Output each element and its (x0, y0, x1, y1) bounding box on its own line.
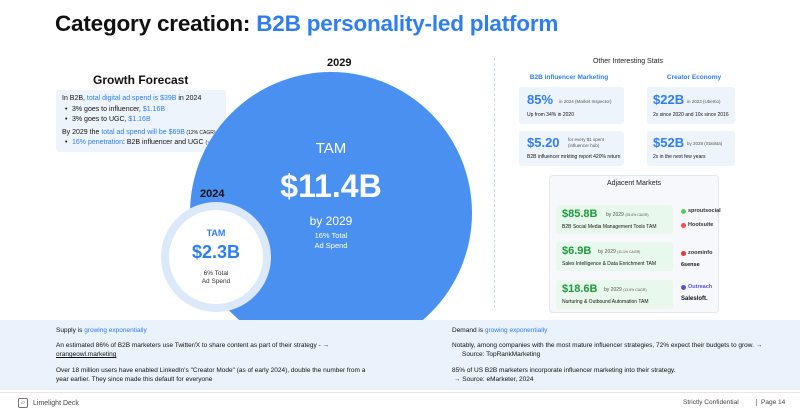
tam-2029-label: TAM (315, 140, 347, 157)
forecast-line-2024: In B2B, total digital ad spend is $39B i… (62, 95, 202, 102)
tam-2029-sub1: 16% Total (314, 231, 348, 240)
6sense-logo: 6sense (681, 262, 700, 268)
growth-forecast-heading: Growth Forecast (93, 73, 189, 87)
influencer-marketing-heading: B2B influencer Marketing (529, 74, 609, 81)
demand-heading: Demand is growing exponentially (452, 327, 548, 334)
growth-forecast-box: In B2B, total digital ad spend is $39B i… (56, 90, 226, 152)
tam-2024-circle (161, 202, 271, 312)
zoominfo-logo: zoominfo (681, 250, 712, 256)
footer-divider (0, 392, 800, 393)
forecast-line-2029: By 2029 the total ad spend will be $69B … (62, 128, 216, 136)
outreach-logo: Outreach (681, 284, 712, 290)
supply-point-2: Over 18 million users have enabled Linke… (56, 367, 366, 383)
market-card: $18.6B by 2029 (13.6% CAGR) Nurturing & … (556, 280, 673, 309)
market-desc: B2B Social Media Management Tools TAM (562, 224, 657, 230)
market-desc: Nurturing & Outbound Automation TAM (562, 299, 649, 305)
demand-point-1: Notably, among companies with the most m… (452, 342, 763, 358)
forecast-bullet-influencer: 3% goes to influencer, $1.16B (62, 105, 220, 116)
brand-name: Limelight Deck (33, 399, 79, 407)
footer-brand: ▱ Limelight Deck (18, 398, 79, 408)
market-by: by 2029 (13.6% CAGR) (604, 287, 647, 293)
stat-desc: 2x in the next few years (653, 154, 706, 160)
tam-2024-sub2: Ad Spend (201, 278, 231, 285)
tam-2024-value: $2.3B (191, 242, 241, 262)
forecast-bullet-penetration: 16% penetration: B2B influencer and UGC … (62, 138, 220, 149)
vertical-divider (494, 58, 495, 308)
market-value: $18.6B (562, 283, 598, 295)
tam-2024-year: 2024 (200, 188, 225, 200)
forecast-bullet-ugc: 3% goes to UGC, $1.16B (62, 115, 220, 126)
other-stats-heading: Other Interesting Stats (592, 58, 664, 65)
stat-note: for every $1 spent (influencer hub) (568, 137, 605, 148)
stat-note: in 2023 (Ubertio) (687, 99, 721, 104)
limelight-logo-icon: ▱ (18, 398, 28, 408)
stat-card: $5.20 for every $1 spent (influencer hub… (519, 131, 624, 166)
supply-heading: Supply is growing exponentially (56, 327, 147, 334)
supply-point-1: An estimated 86% of B2B marketers use Tw… (56, 342, 330, 358)
page-title: Category creation: B2B personality-led p… (55, 11, 558, 37)
stat-note: by 2028 (Statista) (687, 141, 723, 146)
tam-2024-sub1: 6% Total (203, 270, 229, 277)
title-prefix: Category creation: (55, 11, 257, 36)
tam-2024-label: TAM (206, 228, 226, 238)
tam-2029-value: $11.4B (280, 168, 382, 204)
stat-card: 85% in 2024 (Market Inspector) Up from 3… (519, 87, 624, 124)
title-highlight: B2B personality-led platform (256, 11, 559, 36)
sproutsocial-logo: sproutsocial (681, 208, 721, 214)
stat-value: $52B (653, 135, 685, 150)
market-card: $85.8B by 2029 (25.6% CAGR) B2B Social M… (556, 205, 673, 234)
market-desc: Sales Intelligence & Data Enrichment TAM (562, 261, 657, 267)
market-card: $6.9B by 2029 (11.1% CAGR) Sales Intelli… (556, 242, 673, 271)
adjacent-markets-heading: Adjacent Markets (606, 180, 662, 187)
orangeowl-link[interactable]: orangeowl.marketing (56, 351, 117, 358)
stat-card: $22B in 2023 (Ubertio) 2x since 2020 and… (647, 87, 735, 124)
confidential-label: Strictly Confidential (683, 399, 739, 406)
stat-value: 85% (527, 92, 554, 107)
page-number: Page 14 (756, 399, 785, 406)
stat-desc: B2B influencer mrkting report 420% retur… (527, 154, 621, 160)
sprout-icon (681, 208, 686, 214)
market-by: by 2029 (11.1% CAGR) (598, 249, 641, 255)
outreach-icon (681, 284, 686, 290)
stat-card: $52B by 2028 (Statista) 2x in the next f… (647, 131, 735, 166)
tam-2029-by: by 2029 (309, 214, 353, 228)
tam-2029-sub2: Ad Spend (314, 241, 348, 250)
owl-icon (681, 222, 686, 228)
stat-value: $22B (653, 92, 685, 107)
market-value: $6.9B (562, 245, 592, 257)
creator-economy-heading: Creator Economy (666, 74, 722, 81)
tam-2029-year: 2029 (327, 57, 352, 69)
stat-note: in 2024 (Market Inspector) (559, 99, 612, 104)
hootsuite-logo: Hootsuite (681, 222, 713, 228)
salesloft-logo: Salesloft. (681, 296, 708, 302)
market-by: by 2029 (25.6% CAGR) (606, 212, 649, 218)
stat-value: $5.20 (527, 135, 560, 150)
zoominfo-icon (681, 250, 686, 256)
stat-desc: 2x since 2020 and 10x since 2016 (653, 112, 729, 118)
demand-point-2: 85% of US B2B marketers incorporate infl… (452, 367, 676, 383)
market-value: $85.8B (562, 208, 598, 220)
bottom-panel (0, 320, 800, 390)
stat-desc: Up from 34% in 2020 (527, 112, 574, 118)
